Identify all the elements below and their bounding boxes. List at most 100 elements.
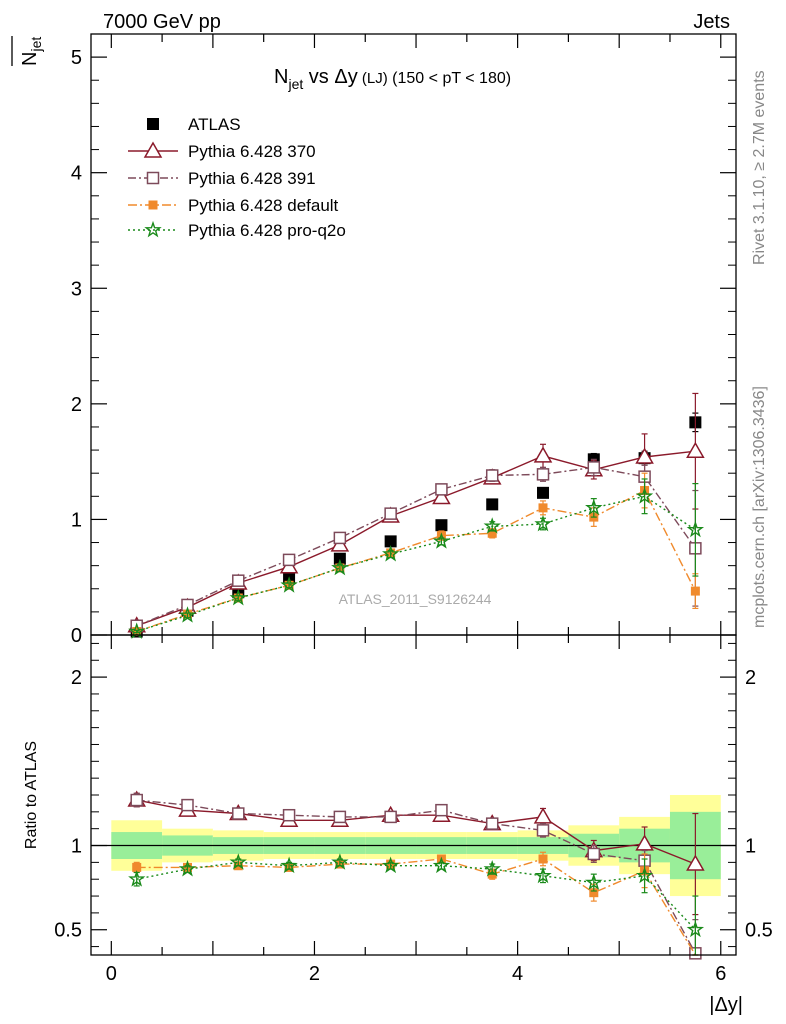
upper-y-tick-2: 2	[71, 394, 82, 416]
point-atlas	[486, 498, 499, 511]
x-tick-2: 2	[309, 963, 320, 985]
chart-title: Njet vs Δy (LJ) (150 < pT < 180)	[274, 66, 511, 92]
point-pythia-6-428-391	[384, 810, 397, 824]
upper-y-tick-5: 5	[71, 47, 82, 69]
point-atlas	[384, 535, 397, 548]
point-pythia-6-428-370	[686, 441, 705, 458]
point-pythia-6-428-pro-q2o	[128, 870, 146, 887]
point-pythia-6-428-391	[485, 469, 499, 482]
upper-y-tick-1: 1	[71, 509, 82, 531]
point-pythia-6-428-391	[232, 574, 245, 587]
point-pythia-6-428-391	[435, 803, 448, 817]
point-pythia-6-428-391	[333, 810, 347, 824]
x-tick-labels: 0 2 4 6	[106, 963, 727, 985]
legend-marker-pythia-6-428-391	[146, 171, 160, 185]
series-line-pythia-6-428-391	[136, 799, 697, 954]
point-pythia-6-428-pro-q2o	[483, 517, 501, 534]
lower-y-tick-1-right: 1	[745, 836, 756, 858]
series-line-pythia-6-428-default	[136, 489, 697, 633]
legend-marker-pythia-6-428-default	[148, 200, 158, 210]
point-atlas	[435, 519, 448, 532]
mcplots-label: mcplots.cern.ch [arXiv:1306.3436]	[751, 386, 768, 628]
point-pythia-6-428-pro-q2o	[178, 606, 197, 623]
series-line-pythia-6-428-pro-q2o	[136, 495, 696, 633]
point-pythia-6-428-pro-q2o	[432, 532, 451, 549]
x-tick-4: 4	[512, 963, 523, 985]
series-line-pythia-6-428-370	[136, 799, 696, 865]
point-pythia-6-428-pro-q2o	[635, 487, 654, 504]
point-pythia-6-428-default	[487, 528, 497, 538]
lower-series	[127, 790, 705, 960]
point-pythia-6-428-370	[533, 807, 553, 824]
legend-label-default: Pythia 6.428 default	[188, 196, 339, 215]
lower-ticks	[91, 635, 736, 955]
point-pythia-6-428-pro-q2o	[280, 856, 298, 874]
lower-ylabel: Ratio to ATLAS	[23, 741, 40, 849]
legend: ATLAS Pythia 6.428 370 Pythia 6.428 391 …	[128, 115, 346, 240]
point-pythia-6-428-391	[536, 824, 550, 837]
point-pythia-6-428-391	[536, 468, 550, 481]
upper-ticks	[91, 34, 736, 636]
point-pythia-6-428-370	[635, 834, 654, 851]
rivet-label: Rivet 3.1.10, ≥ 2.7M events	[751, 70, 768, 265]
lower-y-tick-0p5-left: 0.5	[54, 920, 82, 942]
legend-marker-pythia-6-428-pro-q2o	[144, 220, 162, 238]
x-tick-6: 6	[715, 963, 726, 985]
lower-y-tick-1-left: 1	[71, 836, 82, 858]
legend-marker-pythia-6-428-370	[143, 141, 163, 158]
point-pythia-6-428-pro-q2o	[635, 866, 654, 884]
point-pythia-6-428-default	[538, 503, 548, 513]
series-line-pythia-6-428-pro-q2o	[136, 861, 696, 931]
point-pythia-6-428-391	[130, 793, 143, 807]
point-pythia-6-428-default	[132, 862, 142, 872]
lower-panel: 0.5 1 2 0.5 1 2 0 2 4 6 Ratio to ATLAS |…	[23, 634, 773, 1016]
watermark: ATLAS_2011_S9126244	[339, 591, 492, 607]
point-pythia-6-428-pro-q2o	[331, 558, 349, 576]
point-pythia-6-428-370	[533, 446, 553, 463]
point-pythia-6-428-391	[333, 531, 347, 545]
header-right: Jets	[693, 11, 730, 33]
point-pythia-6-428-pro-q2o	[381, 856, 400, 874]
point-pythia-6-428-default	[589, 888, 599, 898]
point-pythia-6-428-391	[587, 847, 601, 861]
upper-y-tick-3: 3	[71, 278, 82, 300]
upper-y-tick-labels: 0 1 2 3 4 5	[71, 47, 82, 647]
point-pythia-6-428-pro-q2o	[585, 498, 603, 516]
point-pythia-6-428-pro-q2o	[331, 853, 349, 870]
point-pythia-6-428-pro-q2o	[432, 856, 451, 874]
point-pythia-6-428-370	[432, 487, 451, 505]
point-pythia-6-428-pro-q2o	[229, 588, 247, 606]
lower-y-tick-2-left: 2	[71, 667, 82, 689]
point-pythia-6-428-391	[587, 461, 601, 474]
x-tick-0: 0	[106, 963, 117, 985]
upper-ylabel-n: Njet	[19, 37, 44, 66]
point-pythia-6-428-391	[435, 483, 448, 496]
lower-frame	[90, 634, 737, 956]
point-pythia-6-428-pro-q2o	[280, 576, 298, 593]
upper-ylabel: Njet	[11, 36, 44, 66]
series-line-pythia-6-428-370	[136, 450, 696, 627]
upper-y-tick-4: 4	[71, 163, 82, 185]
point-pythia-6-428-default	[690, 586, 700, 596]
header-left: 7000 GeV pp	[103, 11, 221, 33]
point-pythia-6-428-370	[635, 447, 654, 464]
point-pythia-6-428-391	[232, 807, 245, 820]
point-pythia-6-428-pro-q2o	[483, 859, 501, 877]
point-pythia-6-428-pro-q2o	[534, 866, 552, 884]
point-pythia-6-428-pro-q2o	[534, 514, 552, 532]
point-pythia-6-428-391	[181, 798, 194, 812]
point-pythia-6-428-pro-q2o	[382, 544, 400, 562]
point-pythia-6-428-pro-q2o	[686, 520, 705, 538]
point-pythia-6-428-370	[686, 854, 705, 871]
point-pythia-6-428-pro-q2o	[585, 873, 603, 890]
point-pythia-6-428-391	[485, 817, 499, 830]
x-axis-label: |Δy|	[709, 994, 743, 1016]
point-pythia-6-428-pro-q2o	[128, 622, 146, 639]
point-pythia-6-428-default	[538, 854, 548, 864]
lower-y-tick-0p5-right: 0.5	[745, 920, 773, 942]
legend-label-370: Pythia 6.428 370	[188, 142, 316, 161]
legend-label-proq2o: Pythia 6.428 pro-q2o	[188, 221, 346, 240]
legend-marker-atlas	[147, 118, 159, 130]
upper-panel: 0 1 2 3 4 5 Njet vs Δy (LJ) (150 < pT < …	[71, 33, 737, 647]
